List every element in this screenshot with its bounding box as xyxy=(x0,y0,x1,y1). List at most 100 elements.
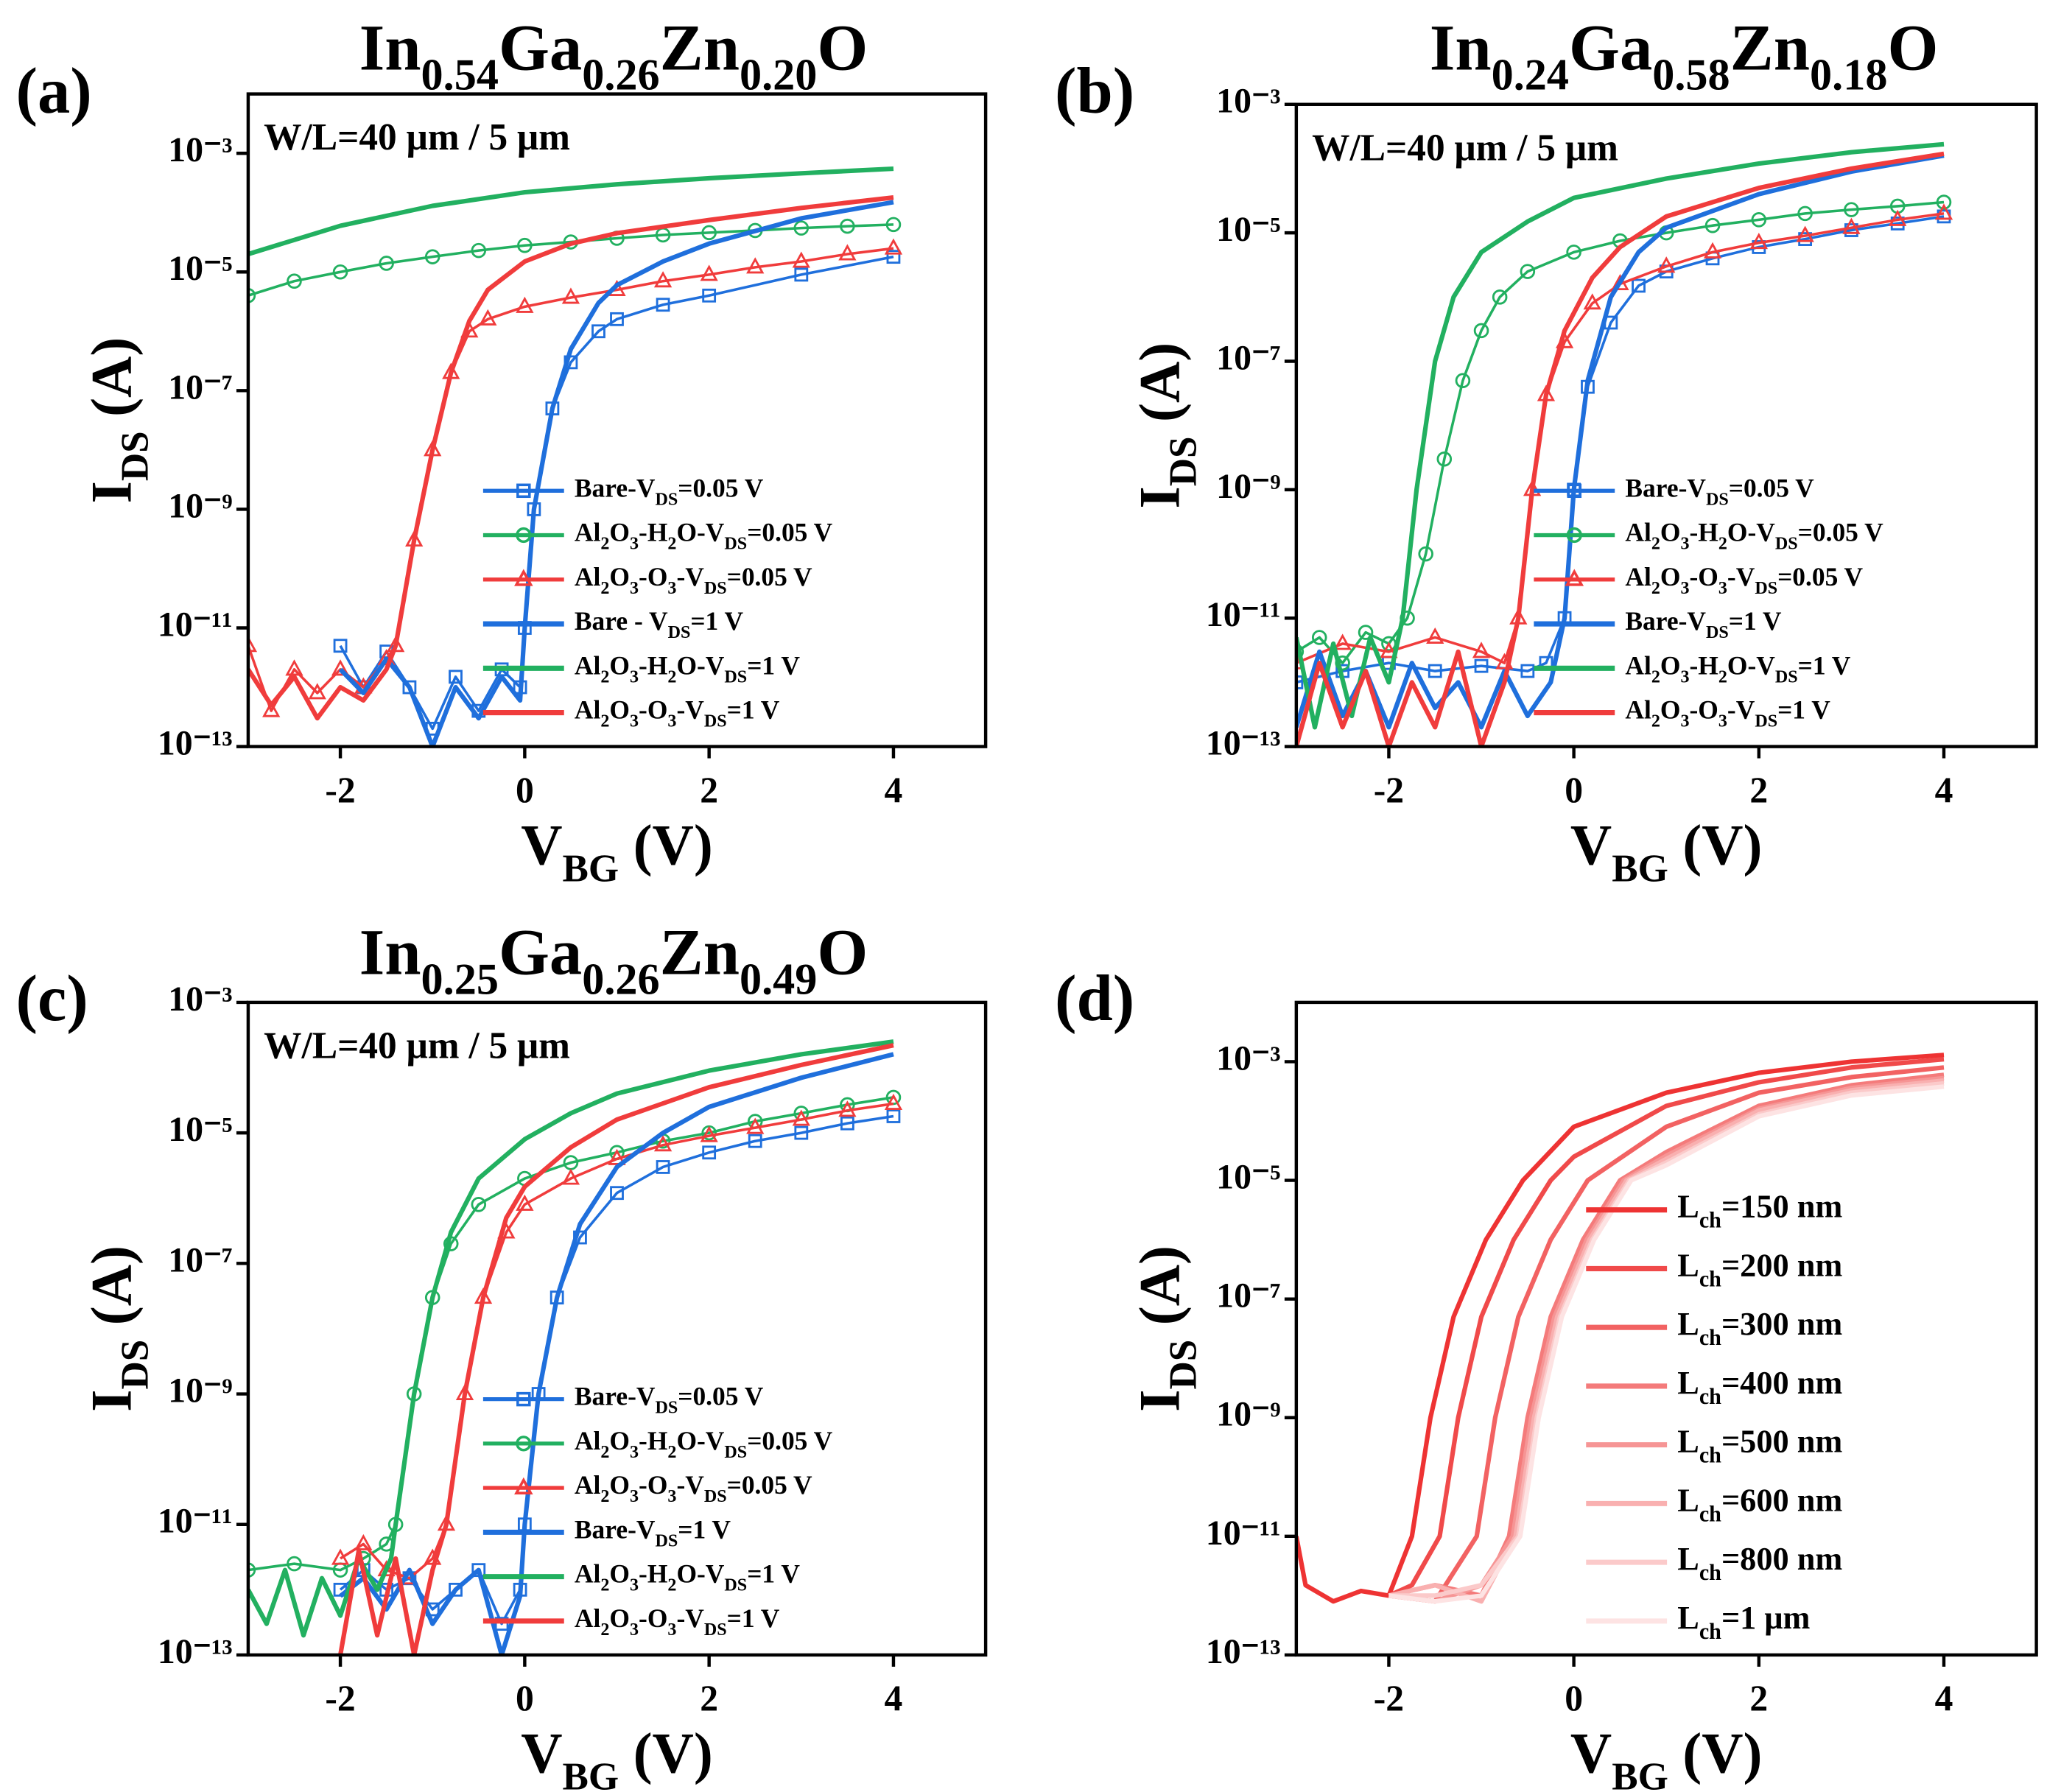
data-line xyxy=(1388,1057,1945,1598)
data-line xyxy=(1388,1084,1945,1604)
legend: Lch=150 nm Lch=200 nm Lch=300 nm Lch=400 nm… xyxy=(1586,1189,1842,1644)
legend-label: Al2O3-O3-VDS=0.05 V xyxy=(575,562,812,597)
annotation: W/L=40 μm / 5 μm xyxy=(264,116,570,158)
x-tick-label: 2 xyxy=(1749,770,1768,810)
marker xyxy=(700,1125,718,1142)
marker xyxy=(884,1093,903,1111)
y-tick-label: 10⁻⁷ xyxy=(1216,1276,1280,1315)
data-line xyxy=(1296,141,1945,730)
marker xyxy=(262,700,281,717)
x-tick-label: -2 xyxy=(325,1678,355,1718)
x-tick-label: 0 xyxy=(516,770,534,810)
marker xyxy=(1632,278,1646,293)
marker xyxy=(1751,212,1767,228)
x-tick-label: 4 xyxy=(1935,1678,1953,1718)
data-line xyxy=(1388,1065,1945,1604)
x-tick-label: 0 xyxy=(1565,770,1583,810)
series xyxy=(1388,1057,1945,1598)
chart-title: In0.54Ga0.26Zn0.20O xyxy=(359,13,868,100)
marker xyxy=(1934,203,1953,220)
series xyxy=(339,1052,894,1655)
series xyxy=(247,166,894,256)
marker xyxy=(514,569,533,586)
marker xyxy=(561,287,580,304)
legend: Bare-VDS=0.05 V Al2O3-H2O-VDS=0.05 V Al2O3… xyxy=(482,473,833,731)
legend-label: Lch=200 nm xyxy=(1677,1248,1842,1292)
y-axis-label: IDS (A) xyxy=(80,337,157,504)
chart-title: In0.25Ga0.26Zn0.49O xyxy=(359,917,868,1005)
axis-frame xyxy=(246,1000,988,1657)
legend-label: Lch=150 nm xyxy=(1677,1189,1842,1233)
legend-label: Al2O3-O3-VDS=0.05 V xyxy=(1625,562,1863,597)
marker xyxy=(333,639,348,653)
series xyxy=(338,1043,894,1655)
marker xyxy=(746,1117,765,1134)
marker xyxy=(449,1582,463,1597)
y-tick-label: 10⁻⁷ xyxy=(168,1240,232,1279)
marker xyxy=(653,271,673,288)
x-axis-label: VBG (V) xyxy=(1570,1722,1763,1792)
y-tick-label: 10⁻⁵ xyxy=(168,249,232,288)
data-line xyxy=(1296,200,1945,664)
legend-label: Al2O3-H2O-VDS=0.05 V xyxy=(1625,518,1883,553)
marker xyxy=(1889,209,1907,226)
series xyxy=(1296,194,1952,671)
legend-label: Lch=800 nm xyxy=(1677,1541,1842,1585)
x-tick-label: 2 xyxy=(1749,1678,1768,1718)
data-line xyxy=(247,166,894,256)
marker xyxy=(1472,642,1491,658)
marker xyxy=(591,324,605,339)
series xyxy=(247,1089,902,1578)
data-line xyxy=(1296,1053,1945,1604)
marker xyxy=(1358,625,1374,640)
y-tick-label: 10⁻¹¹ xyxy=(158,605,233,644)
x-tick-label: 2 xyxy=(700,770,718,810)
marker xyxy=(331,659,350,676)
marker xyxy=(516,1194,534,1211)
y-tick-label: 10⁻¹¹ xyxy=(1206,1514,1281,1553)
marker xyxy=(494,1617,509,1631)
marker xyxy=(838,244,857,261)
y-axis-label: IDS (A) xyxy=(80,1245,157,1412)
marker xyxy=(471,242,487,259)
x-axis-label: VBG (V) xyxy=(521,813,713,890)
marker xyxy=(516,296,534,313)
y-tick-label: 10⁻¹¹ xyxy=(158,1502,233,1541)
marker xyxy=(1311,630,1327,645)
y-tick-label: 10⁻⁷ xyxy=(1216,338,1280,377)
legend-label: Lch=400 nm xyxy=(1677,1365,1842,1409)
plot-area xyxy=(1296,1053,1945,1604)
marker xyxy=(1436,451,1453,467)
panel-label: (a) xyxy=(15,55,91,127)
marker xyxy=(840,1116,854,1131)
y-tick-label: 10⁻³ xyxy=(1216,82,1280,121)
marker xyxy=(1749,233,1768,250)
marker xyxy=(1428,664,1442,678)
x-axis-label: VBG (V) xyxy=(1570,813,1763,890)
data-line xyxy=(338,1043,894,1655)
marker xyxy=(794,1125,809,1140)
legend-label: Bare - VDS=1 V xyxy=(575,606,744,642)
data-line xyxy=(1388,1072,1945,1598)
series xyxy=(1296,1053,1945,1604)
marker xyxy=(792,1109,810,1126)
marker xyxy=(794,267,809,282)
legend-label: Al2O3-H2O-VDS=0.05 V xyxy=(575,518,833,553)
x-tick-label: 2 xyxy=(700,1678,718,1718)
y-tick-label: 10⁻¹³ xyxy=(158,1632,233,1671)
axis-frame xyxy=(1294,102,2038,748)
legend-label: Al2O3-O3-VDS=1 V xyxy=(575,695,780,731)
plot-area xyxy=(1296,141,1953,747)
marker xyxy=(331,1548,350,1565)
marker xyxy=(287,273,302,289)
y-tick-label: 10⁻¹³ xyxy=(1206,724,1281,763)
x-tick-label: 0 xyxy=(516,1678,534,1718)
legend-label: Al2O3-O3-VDS=0.05 V xyxy=(575,1470,812,1505)
legend-label: Al2O3-H2O-VDS=1 V xyxy=(575,1559,800,1595)
series-group xyxy=(1296,1053,1945,1604)
series-group xyxy=(247,166,903,747)
marker xyxy=(1657,256,1676,273)
marker xyxy=(1842,217,1861,234)
marker xyxy=(1844,202,1859,217)
